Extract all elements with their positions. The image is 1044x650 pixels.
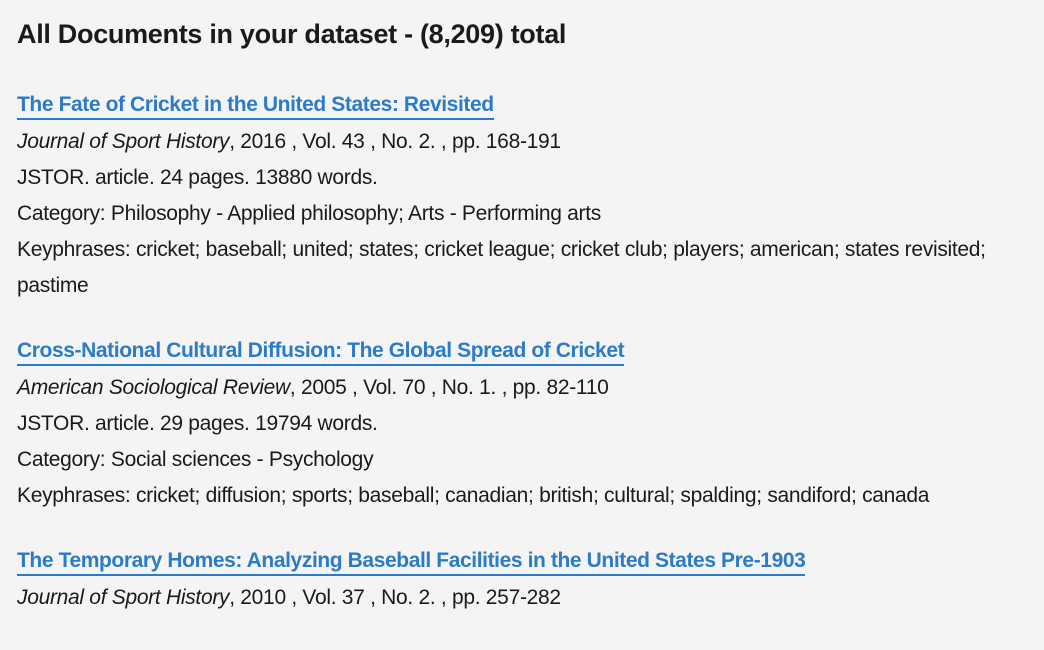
document-citation-details: , 2005 , Vol. 70 , No. 1. , pp. 82-110 (289, 376, 609, 399)
document-list: The Fate of Cricket in the United States… (17, 92, 1037, 616)
document-citation: Journal of Sport History, 2016 , Vol. 43… (17, 124, 1037, 160)
document-item: Cross-National Cultural Diffusion: The G… (17, 338, 1037, 514)
document-source: JSTOR. article. 29 pages. 19794 words. (17, 412, 378, 435)
document-journal: Journal of Sport History (17, 130, 230, 153)
document-citation: American Sociological Review, 2005 , Vol… (17, 370, 1037, 406)
document-category: Category: Social sciences - Psychology (17, 448, 374, 471)
document-citation-details: , 2016 , Vol. 43 , No. 2. , pp. 168-191 (229, 130, 561, 153)
document-citation-details: , 2010 , Vol. 37 , No. 2. , pp. 257-282 (229, 586, 561, 609)
document-source: JSTOR. article. 24 pages. 13880 words. (17, 166, 378, 189)
document-citation: Journal of Sport History, 2010 , Vol. 37… (17, 580, 1037, 616)
page-title: All Documents in your dataset - (8,209) … (17, 19, 567, 49)
document-item: The Fate of Cricket in the United States… (17, 92, 1037, 304)
document-title-link[interactable]: The Fate of Cricket in the United States… (17, 92, 494, 120)
document-keyphrases: Keyphrases: cricket; baseball; united; s… (17, 238, 986, 297)
document-item: The Temporary Homes: Analyzing Baseball … (17, 548, 1037, 616)
document-keyphrases: Keyphrases: cricket; diffusion; sports; … (17, 484, 930, 507)
document-title-link[interactable]: The Temporary Homes: Analyzing Baseball … (17, 548, 806, 576)
document-journal: Journal of Sport History (17, 586, 230, 609)
documents-page: All Documents in your dataset - (8,209) … (17, 0, 1037, 650)
document-title-link[interactable]: Cross-National Cultural Diffusion: The G… (17, 338, 625, 366)
document-category: Category: Philosophy - Applied philosoph… (17, 202, 601, 225)
document-journal: American Sociological Review (17, 376, 290, 399)
